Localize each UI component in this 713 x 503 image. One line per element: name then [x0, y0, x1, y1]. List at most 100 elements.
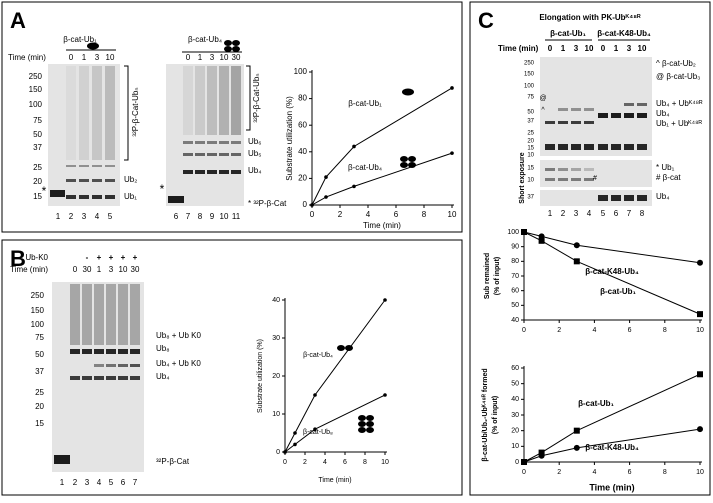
ub1-icon [402, 88, 414, 96]
lane-number: 5 [601, 209, 606, 218]
panel-letter: B [10, 246, 26, 271]
time-value: 10 [220, 53, 229, 62]
condition-sign: + [109, 253, 114, 262]
gel-image [540, 160, 652, 187]
point [697, 311, 703, 318]
gel-band [584, 178, 594, 181]
series-line [523, 231, 701, 264]
band-label: Ub₈ [156, 344, 170, 353]
gel-band [571, 178, 581, 181]
lane-number: 6 [174, 212, 179, 221]
mw-label: 10 [527, 153, 534, 159]
lane-number: 5 [109, 478, 114, 487]
gel-band [571, 168, 581, 171]
time-label: Time (min) [498, 44, 539, 53]
gel-smear [130, 284, 140, 345]
gel-band [219, 153, 229, 156]
gel-band [558, 121, 568, 124]
gel-smear [66, 66, 76, 160]
x-tick-label: 8 [663, 327, 667, 334]
y-axis-label: Substrate utilization (%) [257, 339, 264, 413]
gel-band [70, 349, 80, 354]
lane-number: 6 [121, 478, 126, 487]
x-tick-label: 8 [422, 210, 427, 219]
gel-band [571, 121, 581, 124]
band-label: Ub₄ [656, 109, 670, 118]
band-label: Ub₁ [124, 192, 137, 201]
gel-image [540, 57, 652, 156]
point [450, 151, 454, 155]
lane-number: 4 [587, 209, 592, 218]
gel-title: Elongation with PK-Ubᴷ⁴⁸ᴿ [539, 13, 641, 22]
time-label: Time (min) [10, 265, 48, 274]
gel-smear [70, 284, 80, 345]
panel-letter: A [10, 8, 26, 33]
mw-label: 75 [33, 116, 42, 125]
y-tick-label: 30 [272, 335, 280, 342]
x-tick-label: 2 [557, 327, 561, 334]
gel-band [219, 170, 229, 174]
gel-band [79, 179, 89, 182]
y-axis-label: Sub remained [484, 253, 491, 299]
x-axis-label: Time (min) [363, 221, 401, 230]
y-axis-label: (% of input) [492, 396, 499, 435]
band-label: Ub₄ [656, 192, 670, 201]
x-tick-label: 10 [696, 469, 704, 476]
gel-band [94, 376, 104, 380]
y-tick-label: 0 [303, 200, 308, 209]
gel-band [545, 168, 555, 171]
gel-mark: @ [539, 95, 546, 102]
mw-label: 100 [31, 320, 45, 329]
gel-band [611, 113, 621, 118]
gel-band [584, 108, 594, 111]
gel-band [598, 144, 608, 150]
gel-band [54, 455, 70, 464]
gel-smear [105, 66, 115, 160]
y-tick-label: 40 [511, 396, 519, 403]
gel-band [82, 376, 92, 380]
gel-band [598, 195, 608, 201]
gel-band [611, 195, 621, 201]
gel-header: β-cat-K48-Ub₄ [597, 29, 651, 38]
mw-label: 50 [35, 350, 44, 359]
point [293, 431, 297, 435]
gel-smear [183, 66, 193, 135]
gel-band [545, 144, 555, 150]
time-value: 1 [561, 44, 566, 53]
gel-band [584, 121, 594, 124]
time-value: 1 [614, 44, 619, 53]
gel-band [624, 195, 634, 201]
point [521, 229, 527, 235]
gel-band [558, 168, 568, 171]
time-value: 30 [83, 265, 92, 274]
gel-band [231, 153, 241, 156]
star-mark: * [160, 182, 165, 196]
lane-number: 1 [548, 209, 553, 218]
y-axis-label: β-cat-Ub/Ub₂-Ubᴷ⁴⁸ᴿ formed [482, 368, 489, 461]
y-tick-label: 90 [511, 244, 519, 251]
gel-band [130, 364, 140, 367]
mw-label: 15 [33, 192, 42, 201]
gel-band [207, 153, 217, 156]
condition-sign: + [97, 253, 102, 262]
lane-number: 10 [220, 212, 229, 221]
panel-frame [1, 239, 463, 496]
series-label: β-cat-Ub₄ [348, 163, 382, 172]
gel-smear [106, 284, 116, 345]
band-label: Ub₄ + Ubᴷ⁴⁸ᴿ [656, 99, 703, 108]
y-tick-label: 0 [515, 459, 519, 466]
lane-number: 6 [614, 209, 619, 218]
band-label: Ub₄ [156, 372, 170, 381]
series-label: β-cat-Ub₈ [303, 429, 333, 436]
gel-band [624, 113, 634, 118]
time-value: 1 [198, 53, 203, 62]
lane-number: 8 [640, 209, 645, 218]
gel-band [611, 144, 621, 150]
mw-label: 75 [527, 95, 534, 101]
mw-label: 10 [527, 178, 534, 184]
y-tick-label: 50 [511, 381, 519, 388]
lane-number: 7 [133, 478, 138, 487]
point [573, 444, 580, 451]
gel-header: β-cat-Ub₁ [63, 35, 97, 44]
gel-smear [207, 66, 217, 135]
